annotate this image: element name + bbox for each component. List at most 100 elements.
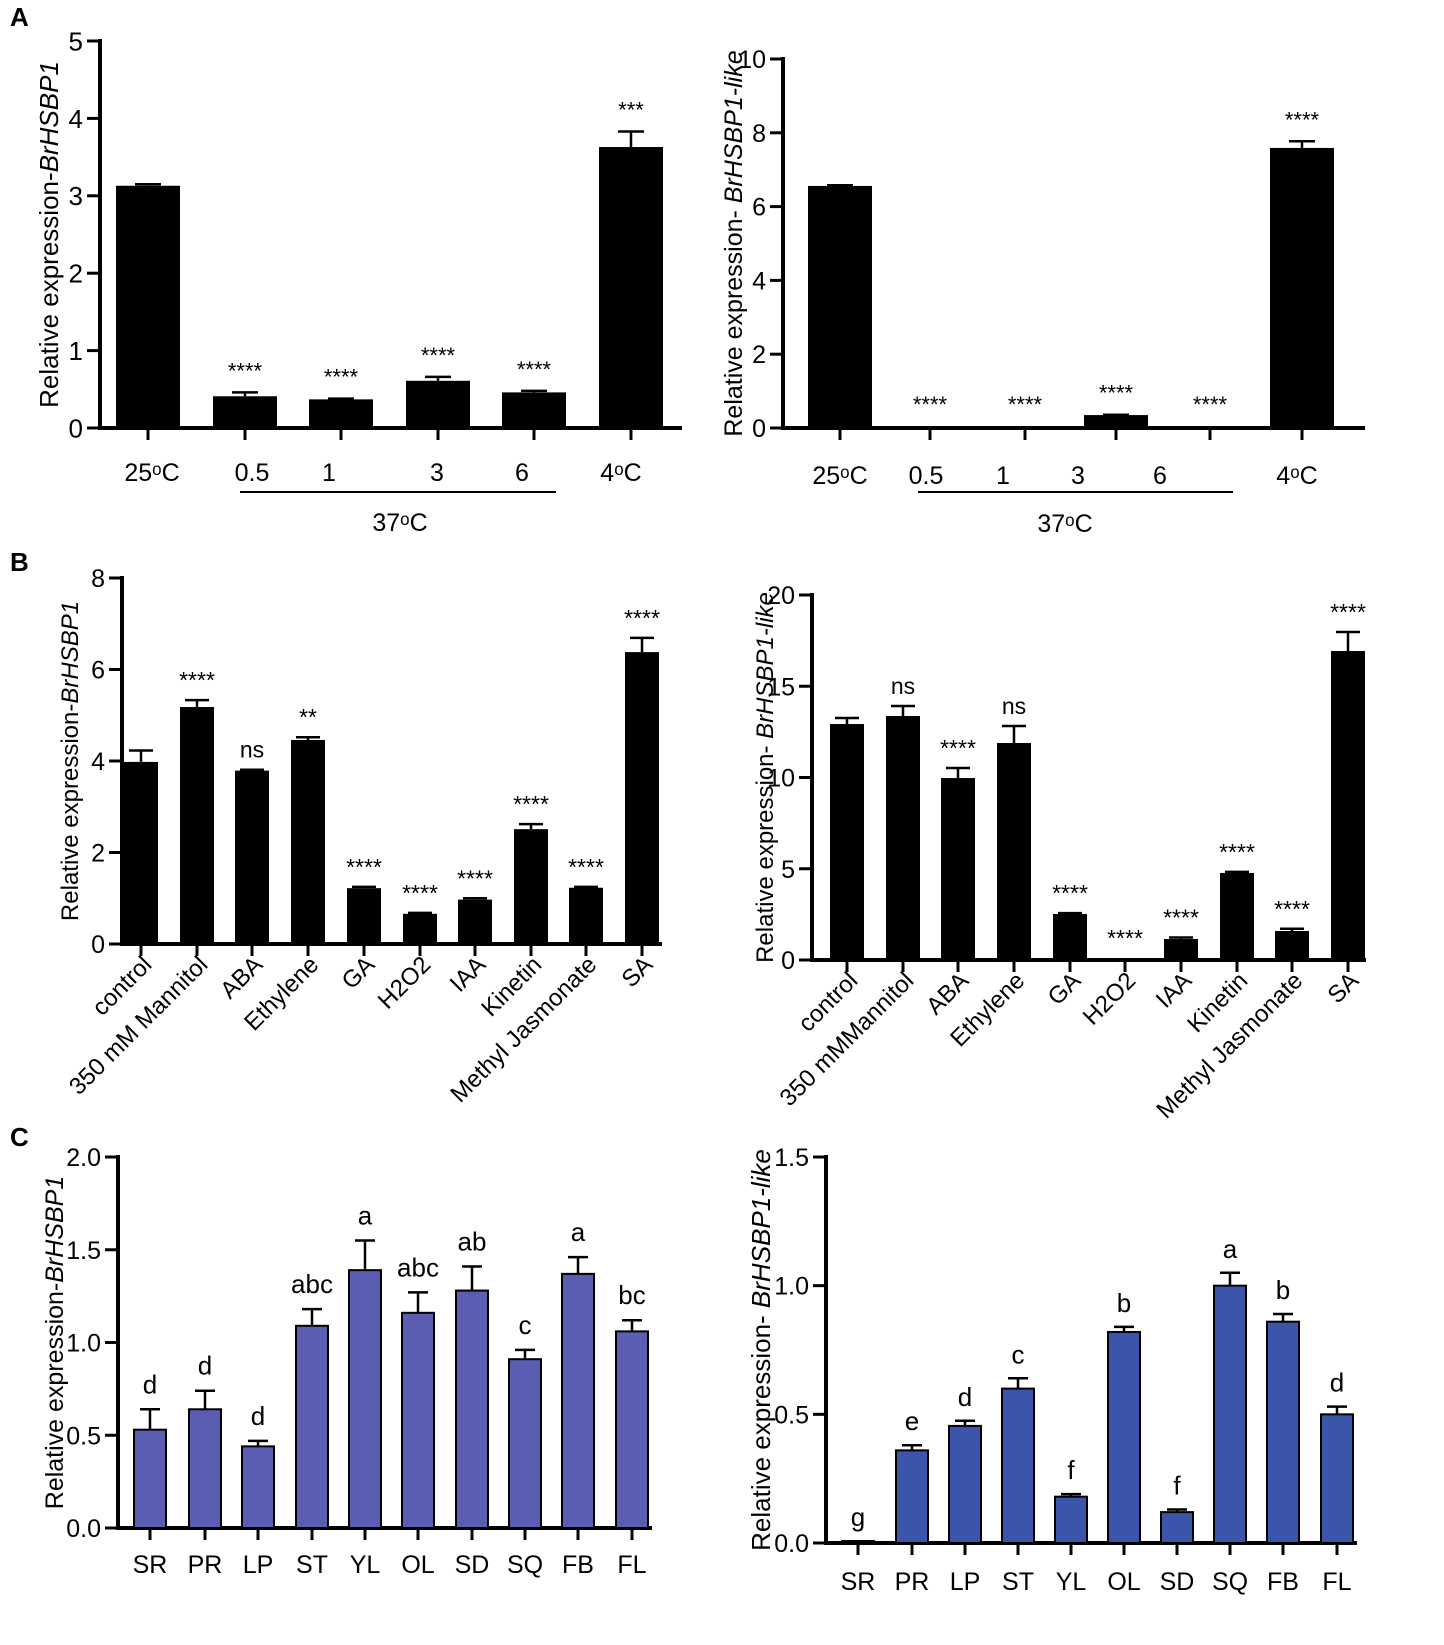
significance-label: f <box>1173 1471 1181 1501</box>
y-axis-label: Relative expression-BrHSBP1 <box>41 1176 69 1509</box>
y-tick-label: 1 <box>69 336 83 366</box>
bar <box>1053 914 1087 960</box>
y-tick-label: 0 <box>91 931 105 959</box>
bar <box>213 396 277 428</box>
bar <box>1320 1413 1354 1545</box>
significance-label: **** <box>179 667 215 693</box>
significance-label: **** <box>1052 880 1088 906</box>
bar <box>569 887 603 944</box>
bar <box>1001 1387 1035 1544</box>
bar <box>403 913 437 944</box>
y-tick-label: 1.0 <box>66 1330 101 1358</box>
significance-label: ns <box>1002 693 1026 719</box>
significance-label: **** <box>1008 392 1043 417</box>
x-tick-label: 3 <box>430 459 444 487</box>
bar <box>1084 415 1148 428</box>
y-axis-label: Relative expression-BrHSBP1 <box>57 601 84 921</box>
x-tick-label: SD <box>455 1551 490 1579</box>
bar <box>1054 1495 1088 1545</box>
bar <box>1266 1320 1300 1545</box>
bar <box>997 743 1031 960</box>
significance-label: **** <box>1163 905 1199 931</box>
y-axis-label-prefix: Relative expression- <box>57 704 84 921</box>
y-tick-label: 8 <box>91 565 105 593</box>
bar <box>993 426 1057 428</box>
group-label: 37ᵒC <box>372 509 427 537</box>
y-axis-label-gene: BrHSBP1 <box>34 61 64 172</box>
y-tick-label: 0.0 <box>774 1530 809 1558</box>
significance-label: **** <box>402 880 438 906</box>
significance-label: c <box>519 1310 532 1340</box>
y-tick-label: 0.5 <box>66 1422 101 1450</box>
significance-label: **** <box>568 854 604 880</box>
y-tick-label: 15 <box>767 673 795 701</box>
y-tick-label: 0 <box>752 415 766 443</box>
y-axis-label: Relative expression-BrHSBP1 <box>34 61 64 408</box>
y-axis-label: Relative expression- BrHSBP1-like <box>746 1149 776 1551</box>
x-tick-label: 4ᵒC <box>1276 462 1317 490</box>
bar <box>808 185 872 428</box>
bar <box>1108 958 1142 960</box>
significance-label: d <box>958 1382 972 1412</box>
significance-label: **** <box>324 365 359 390</box>
y-tick-label: 0 <box>69 413 83 443</box>
significance-label: ns <box>891 673 915 699</box>
y-tick-label: 1.5 <box>774 1144 809 1172</box>
significance-label: d <box>143 1369 157 1399</box>
x-tick-label: 0.5 <box>235 459 270 487</box>
bar <box>1160 1511 1194 1544</box>
bar <box>241 1445 275 1530</box>
x-tick-label: LP <box>950 1568 981 1596</box>
significance-label: **** <box>1219 839 1255 865</box>
x-tick-label: ST <box>1002 1568 1034 1596</box>
significance-label: *** <box>618 98 644 123</box>
y-tick-label: 4 <box>752 267 766 295</box>
bar <box>1164 939 1198 960</box>
significance-label: **** <box>421 343 456 368</box>
significance-label: abc <box>397 1252 439 1282</box>
panel-label-a: A <box>10 2 29 32</box>
significance-label: d <box>1330 1368 1344 1398</box>
significance-label: ** <box>299 704 317 730</box>
y-tick-label: 5 <box>781 856 795 884</box>
significance-label: **** <box>517 357 552 382</box>
y-axis-label-gene: BrHSBP1-like <box>752 592 779 739</box>
y-axis-label: Relative expression- BrHSBP1-like <box>752 592 779 963</box>
x-tick-label: ST <box>296 1551 328 1579</box>
bar <box>830 724 864 960</box>
y-axis-label-prefix: Relative expression- <box>746 1308 776 1551</box>
significance-label: **** <box>1107 925 1143 951</box>
x-tick-label: SQ <box>1212 1568 1248 1596</box>
bar <box>895 1449 929 1544</box>
y-tick-label: 0.0 <box>66 1515 101 1543</box>
panel-label-c: C <box>10 1122 29 1152</box>
y-tick-label: 10 <box>738 46 766 74</box>
y-tick-label: 1.5 <box>66 1237 101 1265</box>
significance-label: **** <box>346 854 382 880</box>
x-tick-label: SQ <box>507 1551 543 1579</box>
bar <box>401 1311 435 1529</box>
bar <box>458 899 492 944</box>
y-axis-label-gene: BrHSBP1-like <box>720 50 748 203</box>
bar <box>502 392 566 428</box>
panel-label-b: B <box>10 547 29 577</box>
bar <box>508 1358 542 1529</box>
y-axis-label-gene: BrHSBP1-like <box>746 1149 776 1308</box>
significance-label: d <box>251 1401 265 1431</box>
significance-label: a <box>1223 1234 1238 1264</box>
y-tick-label: 4 <box>91 748 105 776</box>
bar <box>309 399 373 428</box>
bar <box>188 1408 222 1530</box>
bar <box>625 652 659 944</box>
y-tick-label: 6 <box>752 194 766 222</box>
bar <box>948 1424 982 1544</box>
significance-label: **** <box>513 791 549 817</box>
y-tick-label: 5 <box>69 26 83 56</box>
significance-label: ab <box>458 1226 487 1256</box>
bar <box>347 888 381 944</box>
significance-label: **** <box>940 735 976 761</box>
significance-label: a <box>358 1200 373 1230</box>
x-tick-label: 25ᵒC <box>124 459 179 487</box>
